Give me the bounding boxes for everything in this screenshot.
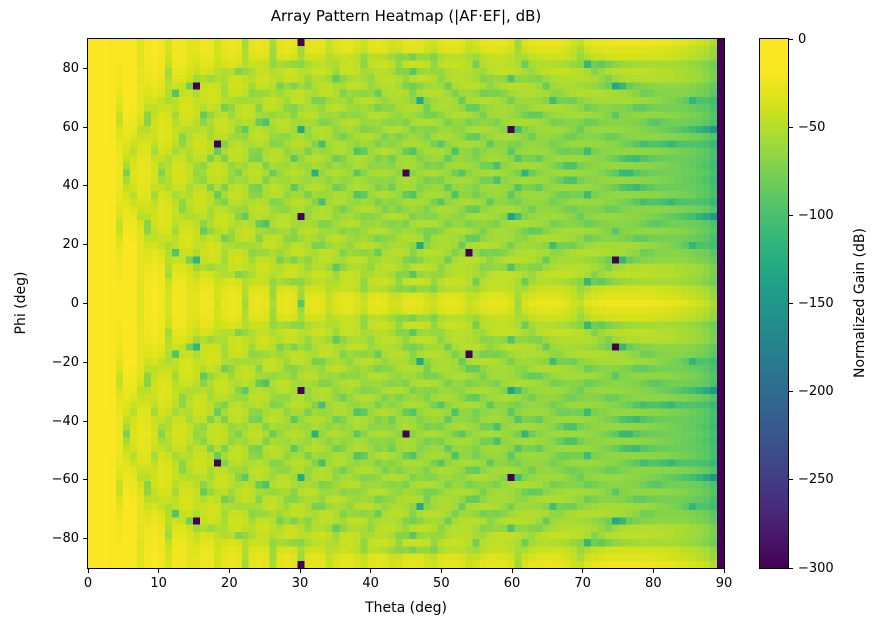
x-tick-label: 10 (150, 576, 167, 591)
colorbar-tick-mark (789, 391, 793, 393)
x-tick-label: 20 (221, 576, 238, 591)
colorbar-label: Normalized Gain (dB) (852, 228, 868, 378)
colorbar-tick-label: −200 (798, 384, 834, 400)
colorbar-tick-mark (789, 38, 793, 40)
colorbar (759, 38, 789, 569)
y-axis-label: Phi (deg) (13, 271, 29, 335)
y-tick-mark (83, 67, 87, 69)
x-tick-mark (299, 569, 301, 573)
y-tick-mark (83, 185, 87, 187)
y-tick-label: 60 (62, 119, 79, 135)
y-tick-label: 40 (62, 178, 79, 194)
colorbar-tick-mark (789, 214, 793, 216)
y-tick-label: −80 (51, 531, 79, 547)
y-tick-mark (83, 361, 87, 363)
colorbar-tick-mark (789, 479, 793, 481)
colorbar-tick-mark (789, 126, 793, 128)
x-tick-mark (511, 569, 513, 573)
y-tick-label: 80 (62, 60, 79, 76)
y-tick-mark (83, 303, 87, 304)
x-tick-mark (652, 569, 654, 573)
x-tick-label: 30 (291, 576, 309, 591)
x-tick-mark (370, 569, 372, 573)
y-tick-mark (83, 479, 87, 481)
colorbar-gradient (760, 39, 788, 568)
colorbar-tick-label: −250 (798, 472, 834, 488)
x-tick-mark (582, 569, 584, 573)
colorbar-tick-label: −100 (798, 207, 834, 223)
x-tick-mark (87, 569, 89, 573)
y-tick-label: 20 (62, 237, 79, 253)
y-tick-label: −60 (51, 472, 79, 488)
colorbar-tick-label: −150 (798, 296, 834, 311)
colorbar-tick-label: −50 (798, 119, 826, 135)
colorbar-tick-mark (789, 567, 793, 569)
y-tick-mark (83, 538, 87, 540)
y-tick-label: −40 (51, 413, 79, 429)
x-tick-label: 80 (645, 576, 662, 591)
plot-area (87, 38, 725, 569)
y-tick-mark (83, 420, 87, 422)
x-tick-mark (158, 569, 160, 573)
x-axis-label: Theta (deg) (365, 600, 447, 616)
x-tick-mark (723, 569, 725, 573)
x-tick-mark (228, 569, 230, 573)
x-tick-label: 60 (503, 576, 521, 591)
y-tick-mark (83, 126, 87, 128)
chart-title: Array Pattern Heatmap (|AF·EF|, dB) (270, 7, 542, 25)
y-tick-label: −20 (51, 354, 79, 370)
x-tick-label: 40 (362, 576, 379, 591)
colorbar-tick-mark (789, 303, 793, 304)
x-tick-label: 90 (715, 576, 733, 591)
colorbar-tick-label: −300 (798, 560, 834, 576)
x-tick-label: 50 (433, 576, 450, 591)
x-tick-mark (440, 569, 442, 573)
x-tick-label: 70 (574, 576, 591, 591)
x-tick-label: 0 (83, 576, 93, 591)
colorbar-tick-label: 0 (798, 31, 807, 47)
y-tick-mark (83, 244, 87, 246)
heatmap-canvas (88, 39, 724, 568)
y-tick-label: 0 (70, 296, 79, 311)
